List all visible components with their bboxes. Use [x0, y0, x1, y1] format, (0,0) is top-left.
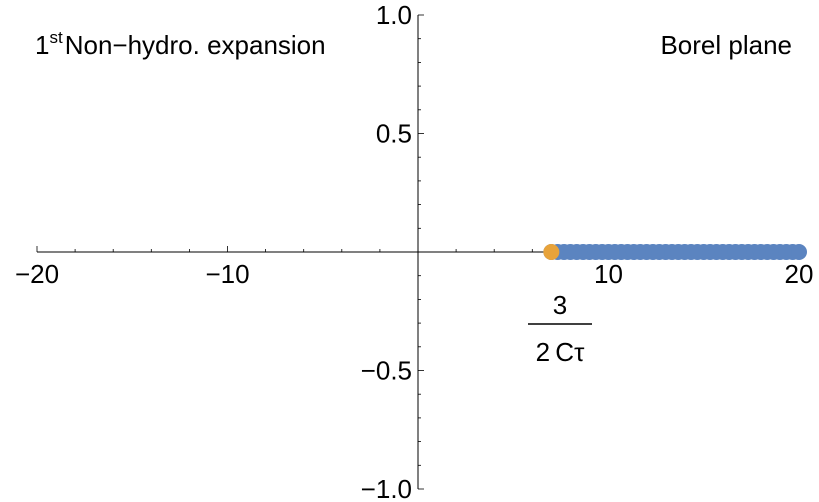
tick-labels: −20 −10 10 20 1.0 0.5 −0.5 −1.0 — [15, 0, 814, 502]
annotation-top-right: Borel plane — [660, 30, 792, 60]
x-tick-label: −20 — [15, 259, 59, 289]
series-branch-point — [543, 244, 560, 260]
y-tick-label: 0.5 — [376, 119, 412, 149]
annotation-top-left-text: Non−hydro. expansion — [65, 30, 326, 60]
fraction-numerator: 3 — [553, 290, 567, 320]
series-poles — [543, 244, 807, 260]
x-tick-label: 10 — [594, 259, 623, 289]
x-tick-label: 20 — [785, 259, 814, 289]
series-group — [543, 244, 807, 260]
x-tick-label: −10 — [205, 259, 249, 289]
data-point — [543, 244, 560, 260]
data-point — [791, 244, 807, 260]
y-tick-label: −1.0 — [361, 474, 412, 502]
fraction-denominator: 2 Cτ — [536, 337, 585, 367]
annotation-fraction: 3 2 Cτ — [528, 290, 592, 367]
y-tick-label: 1.0 — [376, 0, 412, 30]
annotation-top-left: 1stNon−hydro. expansion — [35, 28, 326, 60]
annotation-top-left-sup: st — [49, 28, 63, 47]
y-tick-label: −0.5 — [361, 356, 412, 386]
annotation-top-left-base: 1 — [35, 30, 49, 60]
